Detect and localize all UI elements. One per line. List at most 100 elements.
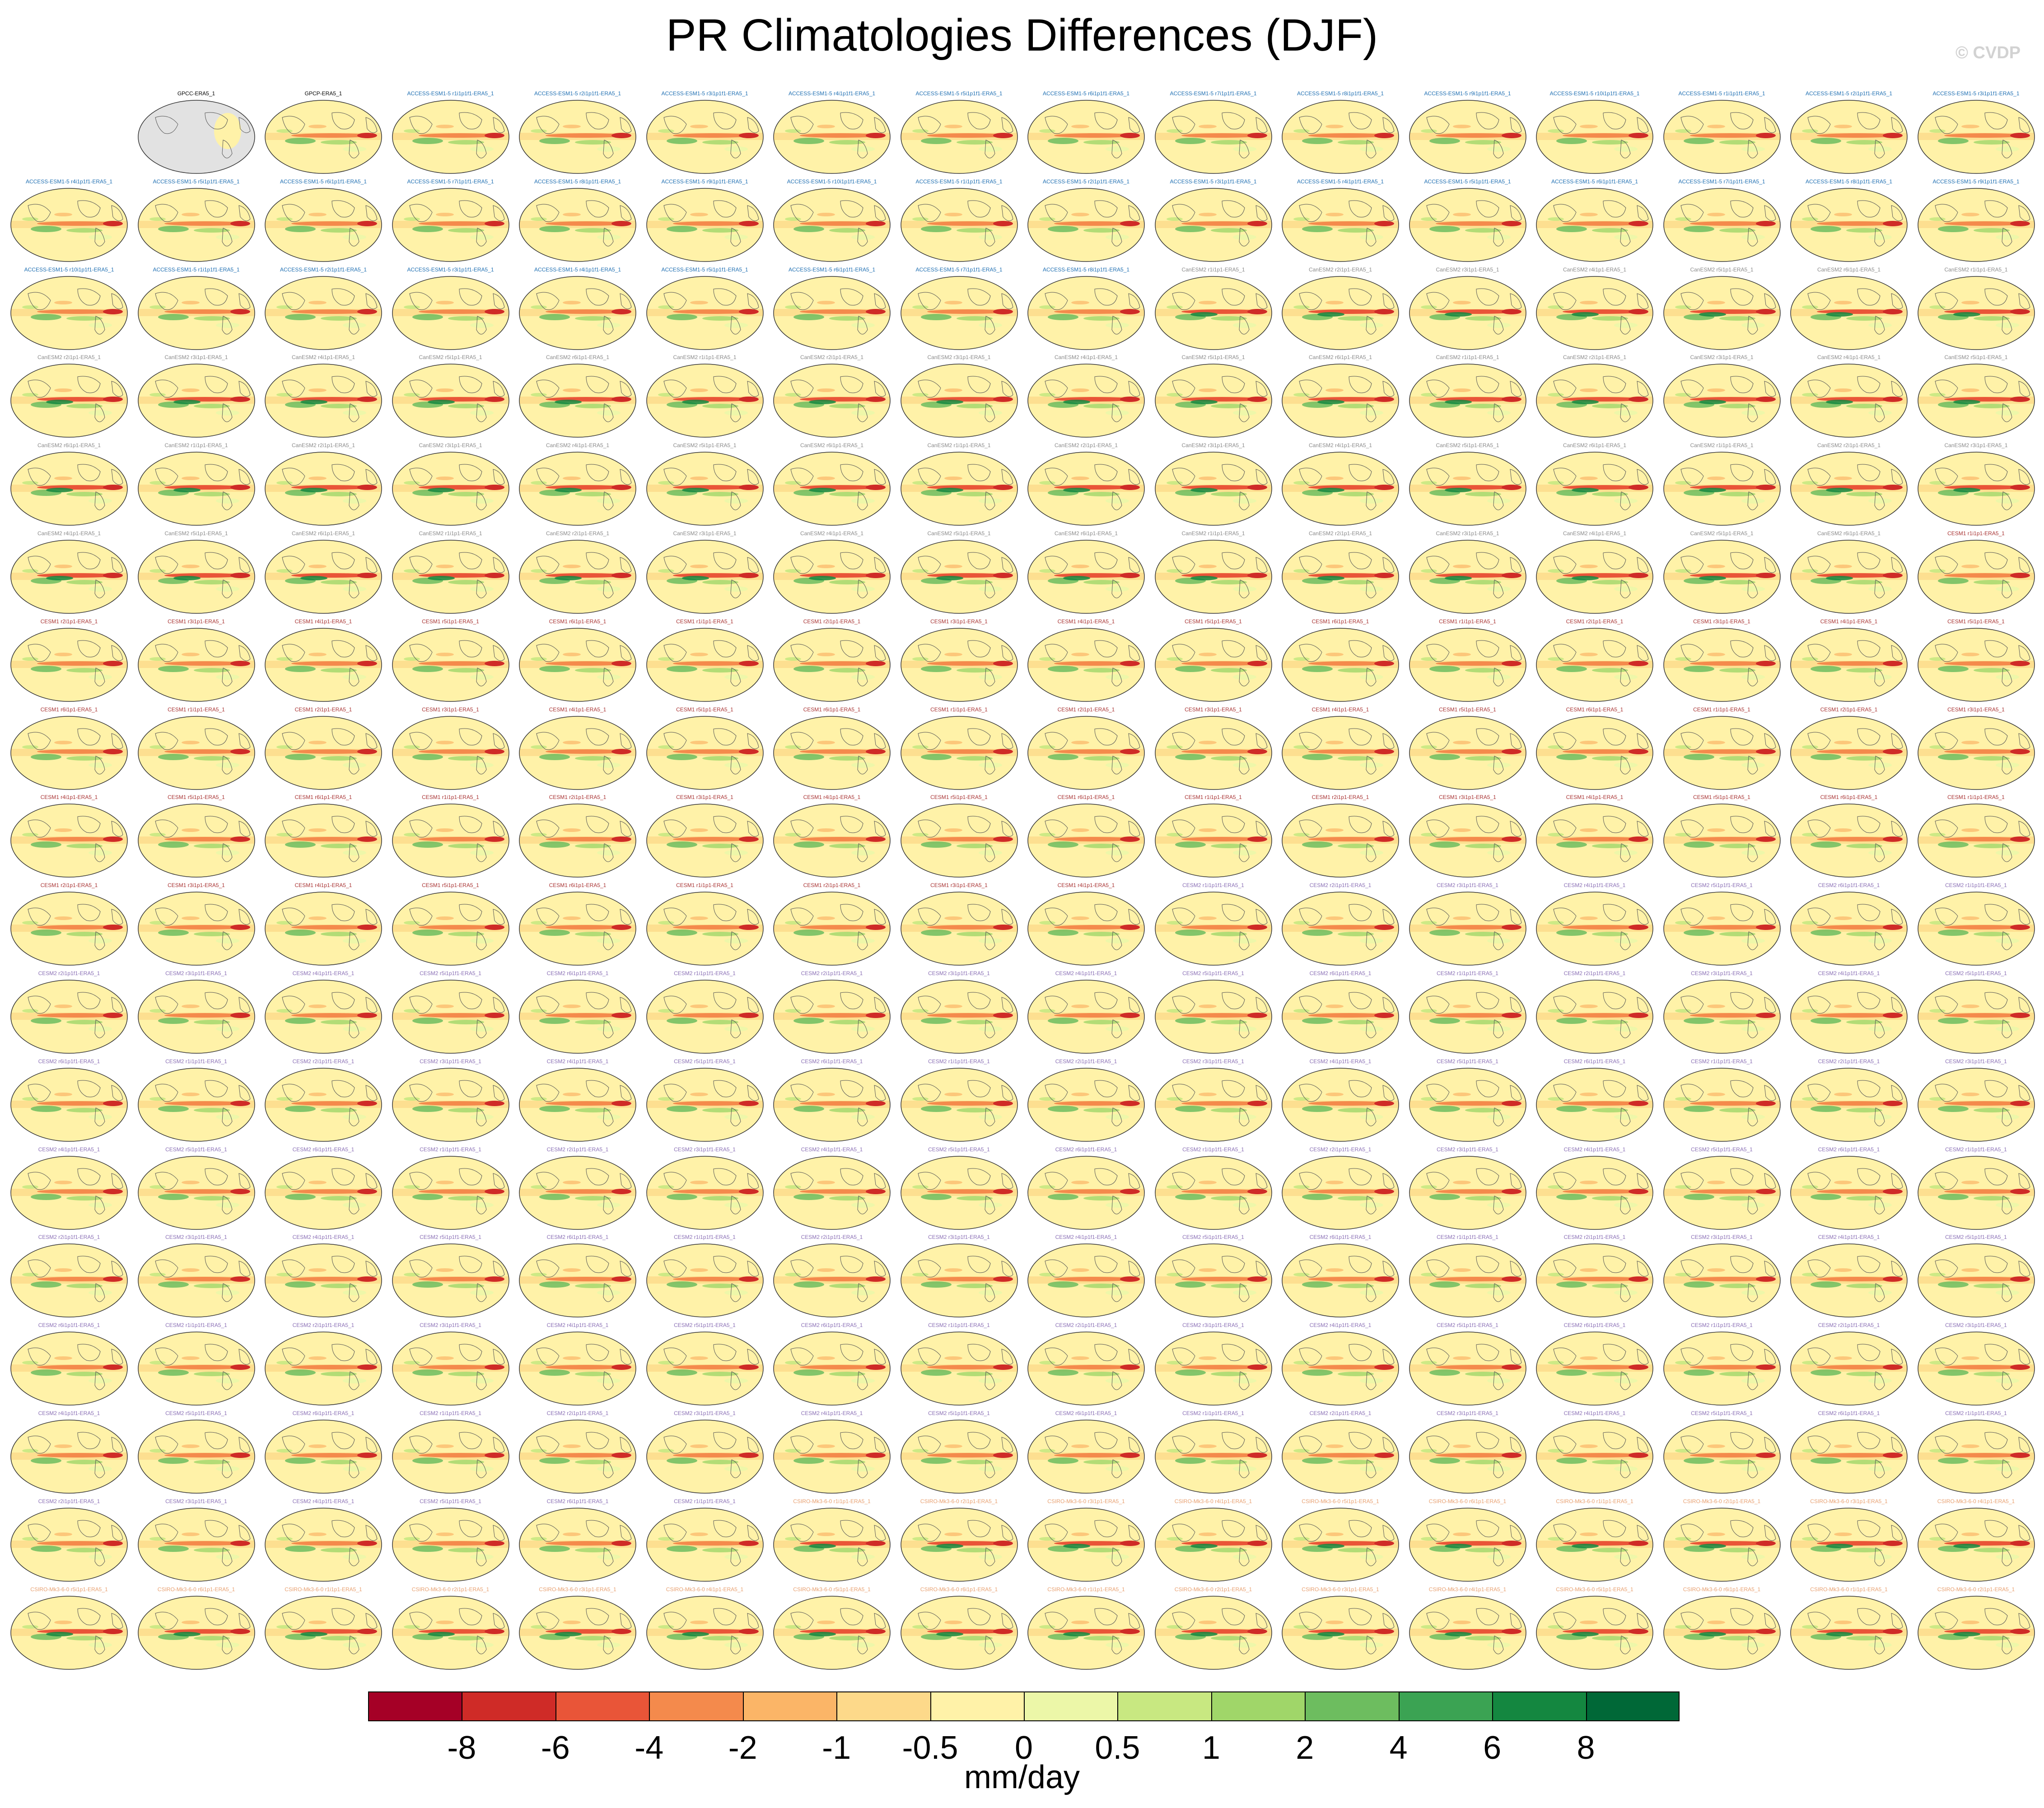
map-border: [1154, 1595, 1272, 1670]
spcz-wet-anomaly: [1083, 668, 1120, 673]
wet-anomaly-west: [285, 665, 316, 672]
coastline-outline: [409, 1432, 505, 1478]
weak-wet-south: [1741, 1378, 1765, 1384]
weak-wet-south: [343, 1554, 366, 1560]
coastline-outline: [282, 1080, 378, 1126]
coastline-outline: [1807, 464, 1903, 510]
map-panel: CSIRO-Mk3-6-0 r3i1p1-ERA5_1: [1785, 1498, 1913, 1584]
colorbar-box: [1586, 1691, 1680, 1721]
strong-wet-anomaly: [1190, 1543, 1218, 1548]
mollweide-map: [265, 715, 382, 790]
mollweide-map: [646, 892, 764, 966]
coastline-outline: [1807, 904, 1903, 950]
east-pacific-dry-anomaly: [1755, 660, 1776, 666]
weak-wet-south: [215, 1026, 239, 1032]
mollweide-map: [1917, 892, 2035, 966]
coastline-outline: [663, 1608, 759, 1654]
mollweide-map: [1917, 1068, 2035, 1142]
weak-wet-south: [1995, 850, 2019, 856]
coastline-outline: [282, 816, 378, 862]
spcz-wet-anomaly: [956, 316, 993, 321]
dry-anomaly-north: [1580, 1532, 1598, 1536]
map-panel-label: CESM2 r5i1p1f1-ERA5_1: [1182, 1234, 1244, 1241]
dry-anomaly-north: [54, 212, 72, 216]
colorbar-tick-label: 4: [1389, 1730, 1408, 1766]
strong-wet-anomaly: [1444, 312, 1472, 317]
itcz-dry-streak: [418, 749, 500, 754]
wet-anomaly-west: [1175, 1105, 1206, 1112]
map-border: [519, 980, 636, 1054]
map-panel: CESM2 r1i1p1f1-ERA5_1: [896, 1058, 1023, 1144]
map-border: [1536, 1420, 1653, 1494]
wet-anomaly-north: [785, 1009, 801, 1013]
weak-wet-south: [1360, 410, 1383, 416]
itcz-dry-streak: [927, 221, 1008, 226]
east-pacific-dry-anomaly: [357, 1628, 377, 1634]
wet-anomaly-west: [793, 1281, 824, 1288]
east-pacific-dry-anomaly: [738, 660, 759, 666]
strong-wet-anomaly: [427, 1631, 455, 1636]
wet-anomaly-north: [1675, 1449, 1691, 1453]
wet-anomaly-west: [1175, 138, 1206, 144]
itcz-dry-streak: [1181, 221, 1263, 226]
wet-anomaly-north: [1420, 129, 1437, 133]
dry-anomaly-north: [435, 916, 454, 920]
map-border: [1409, 804, 1526, 878]
map-panel-label: CESM2 r1i1p1f1-ERA5_1: [1182, 1410, 1244, 1416]
map-panel: CSIRO-Mk3-6-0 r4i1p1-ERA5_1: [1150, 1498, 1277, 1584]
dry-anomaly-north: [1834, 477, 1852, 481]
wet-anomaly-west: [793, 1018, 824, 1024]
map-panel-label: CESM2 r1i1p1f1-ERA5_1: [928, 1058, 990, 1065]
coastline-outline: [1426, 904, 1522, 950]
map-panel: CESM2 r4i1p1f1-ERA5_1: [1277, 1322, 1404, 1408]
wet-anomaly-north: [658, 1009, 674, 1013]
mollweide-map: [10, 980, 128, 1054]
coastline-outline: [1171, 816, 1268, 862]
mollweide-map: [1790, 1595, 1908, 1670]
map-panel-label: CSIRO-Mk3-6-0 r4i1p1-ERA5_1: [1428, 1586, 1507, 1593]
wet-anomaly-north: [276, 657, 293, 661]
dry-anomaly-north: [1325, 1532, 1344, 1536]
map-panel-label: CESM2 r3i1p1f1-ERA5_1: [420, 1058, 481, 1065]
mollweide-map: [1282, 892, 1399, 966]
weak-wet-south: [1868, 586, 1892, 592]
map-border: [1663, 628, 1781, 702]
east-pacific-dry-anomaly: [866, 748, 886, 754]
coastline-outline: [536, 816, 632, 862]
spcz-wet-anomaly: [193, 668, 230, 673]
east-pacific-dry-anomaly: [230, 925, 250, 930]
map-panel-label: CESM2 r6i1p1f1-ERA5_1: [1563, 1322, 1626, 1329]
mollweide-map: [137, 452, 255, 526]
wet-anomaly-north: [1675, 1273, 1691, 1277]
east-pacific-dry-anomaly: [1755, 133, 1776, 138]
mollweide-map: [773, 892, 891, 966]
mollweide-map: [1663, 1331, 1781, 1406]
itcz-dry-streak: [1181, 133, 1263, 138]
coastline-outline: [409, 816, 505, 862]
wet-anomaly-west: [1811, 665, 1841, 672]
dry-anomaly-north: [690, 1268, 708, 1272]
map-panel: CESM2 r1i1p1f1-ERA5_1: [641, 1498, 769, 1584]
coastline-outline: [790, 552, 886, 598]
map-panel: CESM2 r4i1p1f1-ERA5_1: [260, 1234, 387, 1320]
strong-wet-anomaly: [936, 1631, 963, 1636]
map-border: [773, 715, 891, 790]
coastline-outline: [1680, 1080, 1776, 1126]
itcz-dry-streak: [1944, 1013, 2025, 1018]
wet-anomaly-north: [22, 1097, 38, 1101]
map-panel: CESM2 r1i1p1f1-ERA5_1: [1913, 882, 2040, 968]
itcz-dry-streak: [291, 309, 373, 314]
map-border: [1154, 364, 1272, 438]
wet-anomaly-west: [1302, 1369, 1333, 1376]
dry-anomaly-north: [817, 916, 835, 920]
map-panel: CSIRO-Mk3-6-0 r5i1p1-ERA5_1: [768, 1586, 896, 1672]
map-panel: CESM2 r1i1p1f1-ERA5_1: [1404, 970, 1531, 1056]
map-border: [773, 892, 891, 966]
map-border: [1663, 1068, 1781, 1142]
map-panel-label: CESM2 r3i1p1f1-ERA5_1: [1945, 1058, 2007, 1065]
coastline-outline: [1934, 1256, 2030, 1302]
map-panel-label: CESM1 r1i1p1-ERA5_1: [676, 882, 733, 889]
colorbar-box: [742, 1691, 837, 1721]
wet-anomaly-west: [158, 1193, 189, 1200]
east-pacific-dry-anomaly: [1755, 925, 1776, 930]
